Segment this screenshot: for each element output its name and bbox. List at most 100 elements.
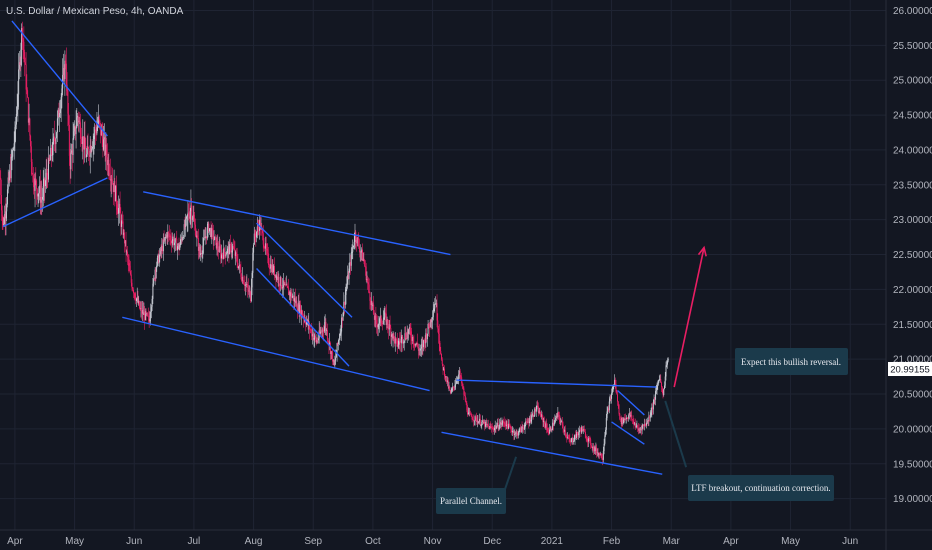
- candle-body: [89, 145, 91, 157]
- candle-body: [361, 249, 363, 253]
- candle-body: [452, 386, 454, 390]
- note-bullish-reversal: Expect this bullish reversal.: [741, 357, 841, 367]
- candle-body: [238, 266, 240, 268]
- candle-body: [316, 340, 318, 343]
- candle-body: [445, 376, 447, 378]
- trendline-upper-left-resistance[interactable]: [11, 20, 108, 137]
- x-tick-label: 2021: [541, 536, 564, 547]
- candle-body: [527, 421, 529, 423]
- candle-body: [257, 226, 259, 228]
- candle-body: [15, 124, 17, 128]
- candle-body: [247, 287, 249, 292]
- candle-body: [45, 172, 47, 181]
- trendline-base-support[interactable]: [441, 431, 663, 475]
- candle-body: [143, 312, 145, 315]
- trendline-aug-wedge-lower[interactable]: [256, 268, 350, 367]
- candle-body: [422, 344, 424, 348]
- candle-body: [409, 327, 411, 332]
- candle-body: [385, 313, 387, 325]
- candle-body: [305, 321, 307, 325]
- candle-body: [297, 308, 299, 311]
- trendline-feb-flag-lower[interactable]: [611, 421, 645, 445]
- candle-body: [180, 239, 182, 241]
- candle-body: [605, 417, 607, 430]
- trendline-channel-upper[interactable]: [143, 191, 451, 256]
- candle-body: [280, 277, 282, 287]
- candle-body: [564, 430, 566, 432]
- candle-body: [526, 421, 528, 423]
- candle-body: [267, 253, 269, 265]
- last-price-tag-bg: [888, 362, 932, 376]
- candle-body: [433, 308, 435, 312]
- trendline-lower-left-support[interactable]: [2, 177, 108, 228]
- last-price-tag[interactable]: 20.99155: [888, 362, 932, 376]
- candle-body: [578, 429, 580, 433]
- candle-body: [471, 416, 473, 420]
- candle-body: [33, 187, 35, 191]
- bullish-arrow[interactable]: [673, 247, 705, 388]
- last-price-label: 20.99155: [890, 365, 930, 376]
- candle-body: [664, 385, 665, 389]
- candle-body: [508, 423, 510, 427]
- annotation-notes[interactable]: Parallel Channel. LTF breakout, continua…: [436, 348, 848, 514]
- trendline-feb-flag-upper[interactable]: [617, 390, 645, 416]
- candle-body: [171, 240, 173, 244]
- candle-body: [16, 106, 18, 114]
- candle-body: [627, 418, 629, 419]
- candle-body: [519, 427, 521, 430]
- candle-body: [552, 422, 554, 430]
- candle-body: [460, 376, 462, 378]
- candle-body: [231, 250, 233, 253]
- trendlines[interactable]: [2, 20, 707, 492]
- candle-body: [425, 333, 427, 344]
- candle-body: [230, 244, 232, 253]
- candle-body: [137, 297, 139, 304]
- candle-body: [198, 246, 200, 251]
- trendline-aug-wedge-upper[interactable]: [256, 222, 353, 318]
- candle-body: [285, 284, 287, 286]
- candle-body: [376, 324, 378, 328]
- candle-body: [396, 338, 398, 341]
- candle-body: [76, 117, 78, 128]
- candle-body: [75, 127, 77, 135]
- note-box-parallel-channel[interactable]: [436, 488, 506, 514]
- candle-body: [68, 124, 70, 156]
- candle-body: [251, 272, 253, 288]
- candle-body: [648, 416, 650, 421]
- note-box-bullish-reversal[interactable]: [735, 348, 848, 375]
- candle-body: [550, 427, 552, 431]
- candle-body: [74, 126, 76, 132]
- candle-body: [135, 297, 137, 301]
- candle-body: [248, 290, 250, 292]
- candle-body: [212, 230, 214, 240]
- candle-body: [394, 338, 396, 344]
- candle-body: [614, 379, 616, 384]
- candle-body: [310, 329, 312, 331]
- trendline-base-resistance[interactable]: [456, 379, 657, 388]
- candle-body: [109, 172, 111, 176]
- candle-body: [350, 262, 352, 266]
- candle-body: [229, 243, 231, 255]
- candle-body: [656, 385, 658, 390]
- candle-body: [655, 391, 657, 400]
- candle-body: [636, 425, 638, 427]
- candle-body: [295, 300, 297, 304]
- candle-body: [352, 247, 354, 252]
- candle-body: [429, 319, 431, 328]
- note-box-ltf-breakout[interactable]: [688, 475, 834, 501]
- candle-body: [523, 427, 525, 429]
- candle-body: [581, 426, 583, 433]
- candle-body: [667, 358, 669, 361]
- candle-body: [238, 264, 240, 267]
- candle-body: [555, 418, 557, 420]
- candle-body: [560, 421, 562, 423]
- candle-body: [531, 413, 533, 416]
- candle-body: [110, 179, 112, 181]
- candle-body: [311, 333, 313, 337]
- candle-body: [466, 402, 468, 411]
- candle-body: [514, 432, 516, 435]
- candle-body: [190, 205, 192, 212]
- candle-body: [575, 435, 577, 438]
- trendline-channel-lower[interactable]: [122, 316, 430, 392]
